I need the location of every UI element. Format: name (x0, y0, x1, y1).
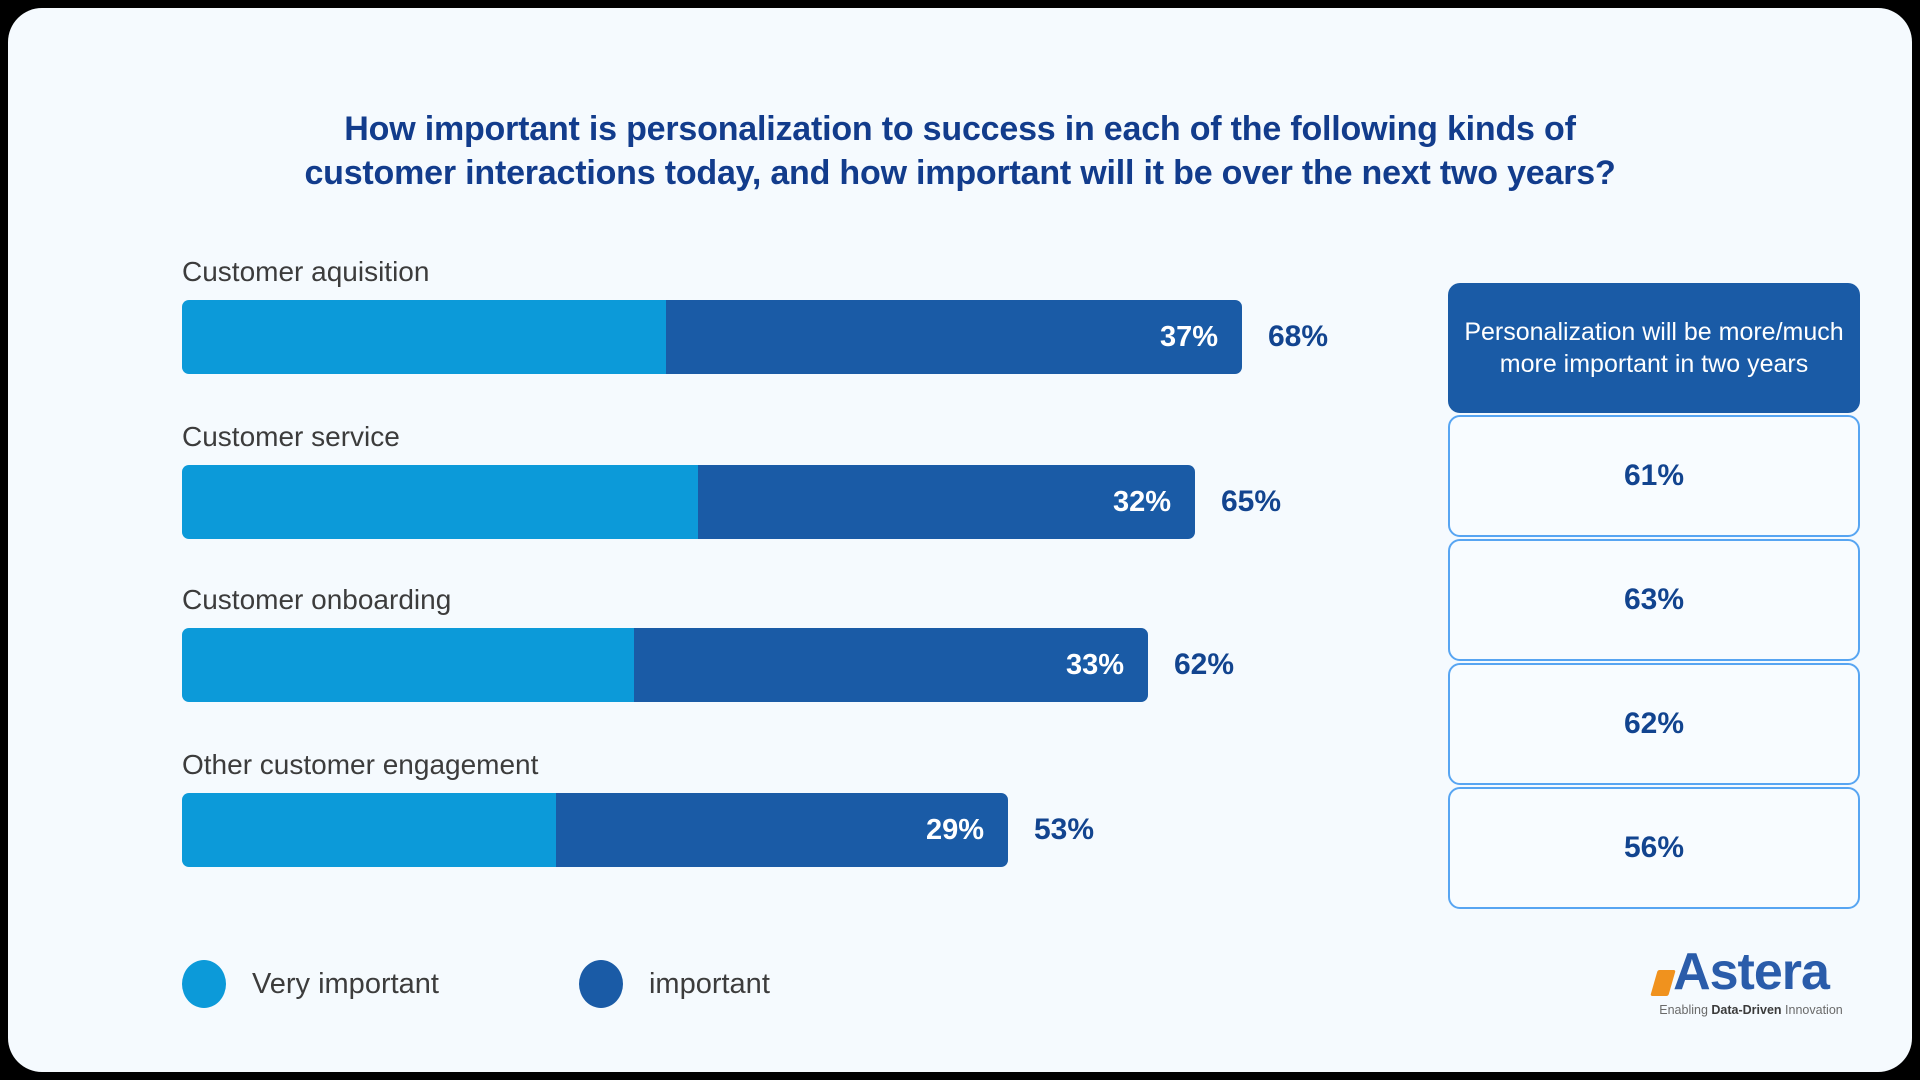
stacked-bar[interactable]: 29% (182, 793, 1008, 867)
title-line-1: How important is personalization to succ… (344, 110, 1576, 148)
bar-segment-important[interactable]: 37% (666, 300, 1242, 374)
stacked-bar[interactable]: 32% (182, 465, 1195, 539)
category-label: Customer service (182, 421, 400, 452)
bar-row: 29% 53% (182, 793, 1402, 867)
bar-group-customer-service: Customer service 32% 65% (182, 423, 1402, 539)
bar-segment-very-important[interactable] (182, 628, 634, 702)
bar-segment-very-important[interactable] (182, 793, 556, 867)
legend-swatch-icon (578, 960, 623, 1008)
logo-tagline: Enabling Data-Driven Innovation (1656, 1003, 1846, 1017)
logo-wordmark: Astera (1650, 943, 1846, 1001)
bar-total-label: 62% (1174, 648, 1235, 681)
bar-segment-very-important[interactable] (182, 300, 666, 374)
category-label: Other customer engagement (182, 749, 539, 780)
page-title: How important is personalization to succ… (128, 108, 1792, 195)
title-line-2: customer interactions today, and how imp… (304, 153, 1616, 192)
side-panel-header: Personalization will be more/much more i… (1448, 283, 1860, 413)
category-label: Customer aquisition (182, 256, 430, 287)
legend-label: Very important (252, 967, 439, 1000)
bar-group-customer-onboarding: Customer onboarding 33% 62% (182, 586, 1402, 702)
logo-tagline-pre: Enabling (1659, 1003, 1712, 1017)
logo-swoosh-icon (1650, 970, 1676, 996)
legend-item-very-important[interactable]: Very important (182, 960, 439, 1008)
legend-item-important[interactable]: important (578, 960, 770, 1008)
side-panel-cell-3: 62% (1448, 663, 1860, 785)
astera-logo: Astera Enabling Data-Driven Innovation (1650, 943, 1846, 1017)
legend-swatch-icon (182, 960, 226, 1008)
category-label: Customer onboarding (182, 584, 452, 615)
bar-segment-important[interactable]: 33% (634, 628, 1148, 702)
logo-text: Astera (1673, 943, 1830, 1001)
logo-tagline-bold: Data-Driven (1711, 1003, 1782, 1017)
bar-segment-important[interactable]: 29% (556, 793, 1008, 867)
bar-row: 33% 62% (182, 628, 1402, 702)
bar-group-customer-aquisition: Customer aquisition 37% 68% (182, 258, 1402, 374)
bar-row: 37% 68% (182, 300, 1402, 374)
logo-tagline-post: Innovation (1781, 1003, 1843, 1017)
side-panel: Personalization will be more/much more i… (1448, 283, 1860, 909)
side-panel-cell-2: 63% (1448, 539, 1860, 661)
chart-card: How important is personalization to succ… (8, 8, 1912, 1072)
legend-label: important (648, 967, 770, 1000)
stacked-bar[interactable]: 33% (182, 628, 1148, 702)
side-panel-cell-4: 56% (1448, 787, 1860, 909)
bar-total-label: 53% (1034, 813, 1095, 846)
bar-chart: Customer aquisition 37% 68% Customer ser… (182, 258, 1402, 898)
bar-group-other-customer-engagement: Other customer engagement 29% 53% (182, 751, 1402, 867)
chart-legend: Very important important (182, 960, 770, 1008)
stacked-bar[interactable]: 37% (182, 300, 1242, 374)
bar-segment-very-important[interactable] (182, 465, 698, 539)
bar-total-label: 68% (1268, 320, 1329, 353)
bar-total-label: 65% (1221, 485, 1282, 518)
bar-row: 32% 65% (182, 465, 1402, 539)
bar-segment-important[interactable]: 32% (698, 465, 1195, 539)
side-panel-cell-1: 61% (1448, 415, 1860, 537)
